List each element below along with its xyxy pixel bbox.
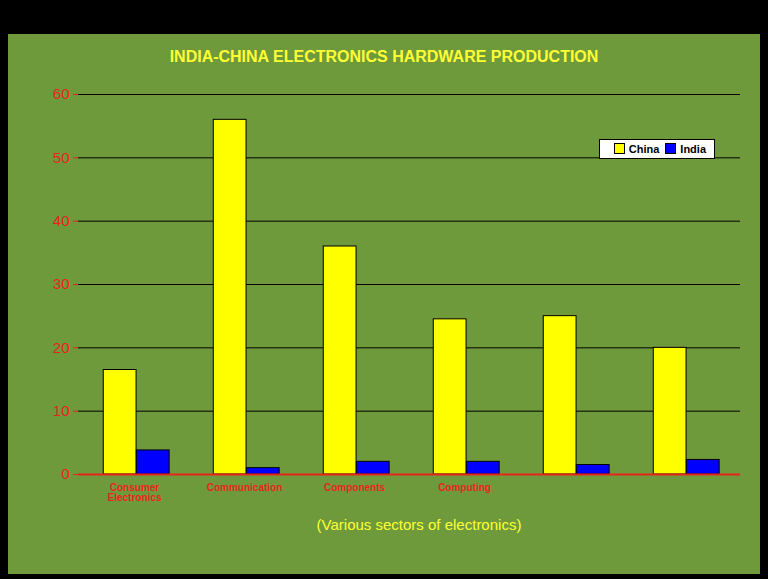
html-text:China: China <box>628 143 660 155</box>
svg-text:10: 10 <box>53 402 70 419</box>
svg-text:40: 40 <box>53 212 70 229</box>
html-text:(Various sectors of electronic: (Various sectors of electronics) <box>316 516 522 533</box>
html-text:INDIA-CHINA ELECTRONICS HARDWA: INDIA-CHINA ELECTRONICS HARDWARE PRODUCT… <box>169 48 599 65</box>
svg-text:Computing: Computing <box>438 482 491 493</box>
svg-text:60: 60 <box>53 85 70 102</box>
svg-text:20: 20 <box>53 339 70 356</box>
svg-text:ConsumerElectronics: ConsumerElectronics <box>108 482 162 503</box>
svg-text:30: 30 <box>53 275 70 292</box>
svg-text:Components: Components <box>324 482 386 493</box>
svg-text:50: 50 <box>53 149 70 166</box>
svg-text:0: 0 <box>61 465 69 482</box>
html-text:India: India <box>680 143 706 155</box>
svg-text:Communication: Communication <box>207 482 283 493</box>
